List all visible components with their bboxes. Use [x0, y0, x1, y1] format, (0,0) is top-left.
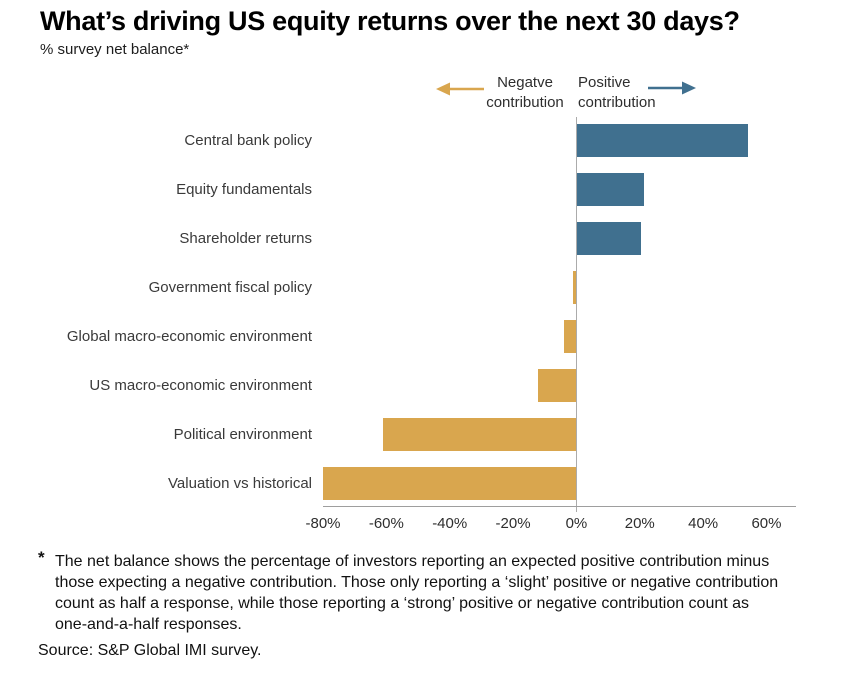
x-tick-label: -20% — [495, 515, 531, 532]
source-text: Source: S&P Global IMI survey. — [38, 642, 262, 659]
page-title: What’s driving US equity returns over th… — [40, 6, 740, 36]
bar-positive — [577, 173, 644, 206]
category-label: Equity fundamentals — [176, 180, 312, 198]
footnote-line: The net balance shows the percentage of … — [55, 553, 770, 570]
footnote-line: one-and-a-half responses. — [55, 616, 242, 633]
positive-arrow-icon — [648, 81, 696, 95]
negative-arrow-icon — [436, 82, 484, 96]
bar-negative — [323, 467, 577, 500]
x-tick-label: -80% — [305, 515, 341, 532]
page-subtitle: % survey net balance* — [40, 41, 190, 58]
x-tick-label: 20% — [624, 515, 655, 532]
bar-positive — [577, 222, 641, 255]
category-label: Central bank policy — [184, 131, 312, 149]
x-tick-label: 40% — [688, 515, 719, 532]
footnote-line: count as half a response, while those re… — [55, 595, 750, 612]
x-tick-label: -40% — [432, 515, 468, 532]
category-label: Shareholder returns — [179, 229, 312, 247]
bar-negative — [563, 320, 577, 353]
legend-negative-line2: contribution — [486, 94, 564, 111]
bar-negative — [538, 369, 577, 402]
bar-negative — [573, 271, 577, 304]
footnote-line: those expecting a negative contribution.… — [55, 574, 779, 591]
footnote-text: The net balance shows the percentage of … — [38, 551, 830, 635]
bar-negative — [383, 418, 577, 451]
zero-axis-line — [575, 117, 577, 512]
footnote-asterisk: * — [38, 548, 45, 567]
x-tick-label: -60% — [368, 515, 404, 532]
category-label: Political environment — [173, 425, 312, 443]
category-label: Government fiscal policy — [148, 278, 312, 296]
bar-positive — [577, 124, 749, 157]
footnote: * The net balance shows the percentage o… — [38, 548, 830, 635]
legend-negative-label: Negatve contribution — [462, 73, 588, 113]
category-label: Global macro-economic environment — [66, 327, 312, 345]
category-label: US macro-economic environment — [89, 376, 312, 394]
legend-positive-label: Positive contribution — [578, 73, 688, 113]
x-tick-label: 0% — [565, 515, 588, 532]
x-tick-label: 60% — [751, 515, 782, 532]
category-label: Valuation vs historical — [168, 474, 312, 492]
x-axis-line — [323, 506, 796, 507]
legend-positive-line1: Positive — [578, 74, 631, 91]
legend-positive-line2: contribution — [578, 94, 656, 111]
legend-negative-line1: Negatve — [497, 74, 553, 91]
